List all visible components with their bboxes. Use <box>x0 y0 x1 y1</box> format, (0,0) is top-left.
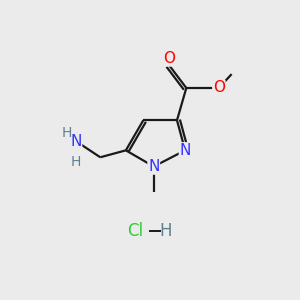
Text: Cl: Cl <box>127 222 143 240</box>
Text: O: O <box>213 80 225 95</box>
Text: H: H <box>71 155 81 169</box>
Text: N: N <box>179 143 191 158</box>
Text: O: O <box>163 51 175 66</box>
Text: H: H <box>159 222 172 240</box>
Text: H: H <box>61 126 72 140</box>
Text: N: N <box>70 134 82 148</box>
Text: N: N <box>148 159 159 174</box>
